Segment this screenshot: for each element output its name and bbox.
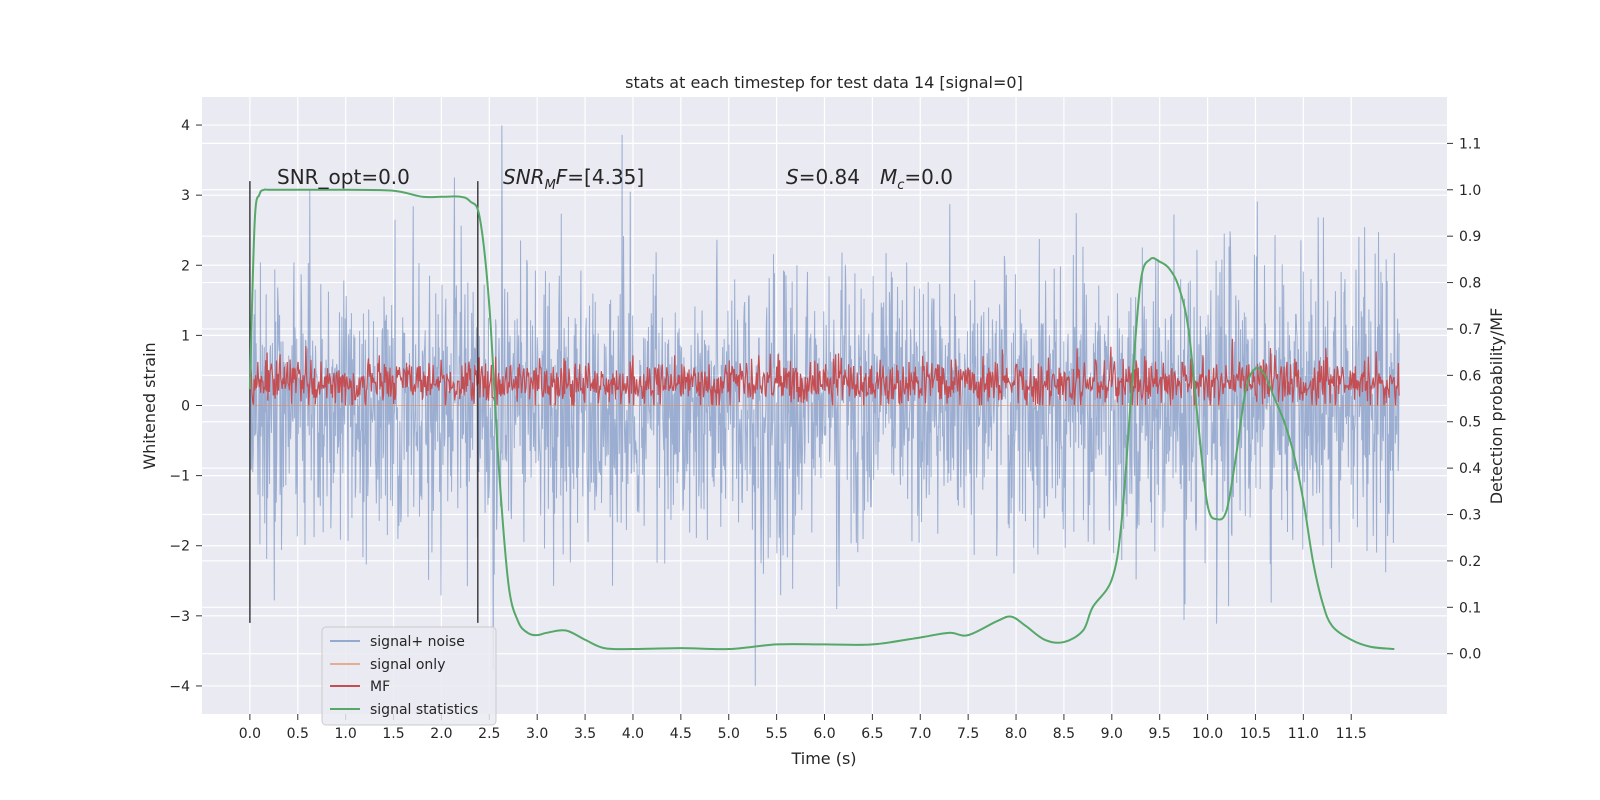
x-tick-label: 10.0 — [1192, 726, 1223, 742]
y-left-tick-label: 4 — [181, 118, 190, 134]
x-tick-label: 3.0 — [526, 726, 548, 742]
x-tick-label: 11.5 — [1336, 726, 1367, 742]
y-left-tick-label: 3 — [181, 188, 190, 204]
x-tick-label: 2.0 — [430, 726, 452, 742]
x-tick-label: 2.5 — [478, 726, 500, 742]
y-right-tick-label: 0.1 — [1459, 600, 1481, 616]
y-right-tick-label: 0.6 — [1459, 368, 1481, 384]
chart-title: stats at each timestep for test data 14 … — [625, 73, 1023, 92]
signal-statistics-series — [248, 188, 1395, 651]
x-tick-label: 0.0 — [239, 726, 261, 742]
y-right-tick-label: 0.9 — [1459, 229, 1481, 245]
legend-label-signal-only: signal only — [370, 657, 445, 673]
x-tick-label: 9.5 — [1149, 726, 1171, 742]
x-tick-label: 4.0 — [622, 726, 644, 742]
y-right-tick-label: 0.8 — [1459, 276, 1481, 292]
x-tick-label: 6.5 — [861, 726, 883, 742]
vertical-markers — [249, 181, 479, 623]
x-axis-ticks: 0.0 0.5 1.0 1.5 2.0 2.5 3.0 3.5 4.0 4.5 5.0 5.5 6.0 6… — [239, 714, 1367, 742]
y-left-tick-label: 0 — [181, 399, 190, 415]
y-left-tick-label: −3 — [169, 609, 190, 625]
y-right-axis-title: Detection probability/MF — [1487, 308, 1506, 505]
x-tick-label: 9.0 — [1101, 726, 1123, 742]
x-tick-label: 1.5 — [382, 726, 404, 742]
annotation-snr-opt: SNR_opt=0.0 — [277, 165, 410, 189]
y-left-axis-title: Whitened strain — [140, 342, 159, 469]
x-tick-label: 5.0 — [718, 726, 740, 742]
x-tick-label: 7.0 — [909, 726, 931, 742]
annotation-s: S=0.84 — [786, 165, 860, 189]
x-tick-label: 8.0 — [1005, 726, 1027, 742]
signal-noise-series — [249, 125, 1400, 686]
signal-statistics-line — [248, 188, 1395, 651]
annotation-mc: Mc=0.0 — [880, 165, 953, 193]
x-tick-label: 10.5 — [1240, 726, 1271, 742]
x-tick-label: 5.5 — [765, 726, 787, 742]
legend-label-signal-statistics: signal statistics — [370, 702, 478, 718]
y-right-axis-ticks: 0.0 0.1 0.2 0.3 0.4 0.5 0.6 0.7 0.8 0.9 1.0 1.1 — [1447, 136, 1481, 663]
y-left-tick-label: 2 — [181, 258, 190, 274]
x-tick-label: 11.0 — [1288, 726, 1319, 742]
y-right-tick-label: 0.5 — [1459, 415, 1481, 431]
signal-noise-line — [249, 125, 1400, 686]
y-right-tick-label: 1.0 — [1459, 183, 1481, 199]
x-tick-label: 8.5 — [1053, 726, 1075, 742]
y-right-tick-label: 1.1 — [1459, 136, 1481, 152]
annotation-snr-mf: SNRMF=[4.35] — [503, 165, 644, 193]
y-right-tick-label: 0.7 — [1459, 322, 1481, 338]
y-right-tick-label: 0.2 — [1459, 554, 1481, 570]
y-left-tick-label: 1 — [181, 328, 190, 344]
y-left-tick-label: −2 — [169, 539, 190, 555]
y-left-tick-label: −1 — [169, 469, 190, 485]
y-left-tick-label: −4 — [169, 679, 190, 695]
y-right-tick-label: 0.4 — [1459, 461, 1481, 477]
y-right-tick-label: 0.3 — [1459, 508, 1481, 524]
y-left-axis-ticks: −4 −3 −2 −1 0 1 2 3 4 — [169, 118, 202, 695]
mf-series — [249, 338, 1400, 407]
legend-label-mf: MF — [370, 679, 390, 695]
legend-label-signal-noise: signal+ noise — [370, 634, 465, 650]
y-right-tick-label: 0.0 — [1459, 647, 1481, 663]
x-axis-title: Time (s) — [790, 749, 856, 768]
x-tick-label: 3.5 — [574, 726, 596, 742]
x-tick-label: 7.5 — [957, 726, 979, 742]
x-tick-label: 1.0 — [335, 726, 357, 742]
legend-box — [321, 626, 497, 726]
legend: signal+ noise signal only MF signal stat… — [321, 626, 497, 726]
x-tick-label: 4.5 — [670, 726, 692, 742]
x-tick-label: 0.5 — [287, 726, 309, 742]
x-tick-label: 6.0 — [813, 726, 835, 742]
mf-line — [249, 338, 1400, 407]
